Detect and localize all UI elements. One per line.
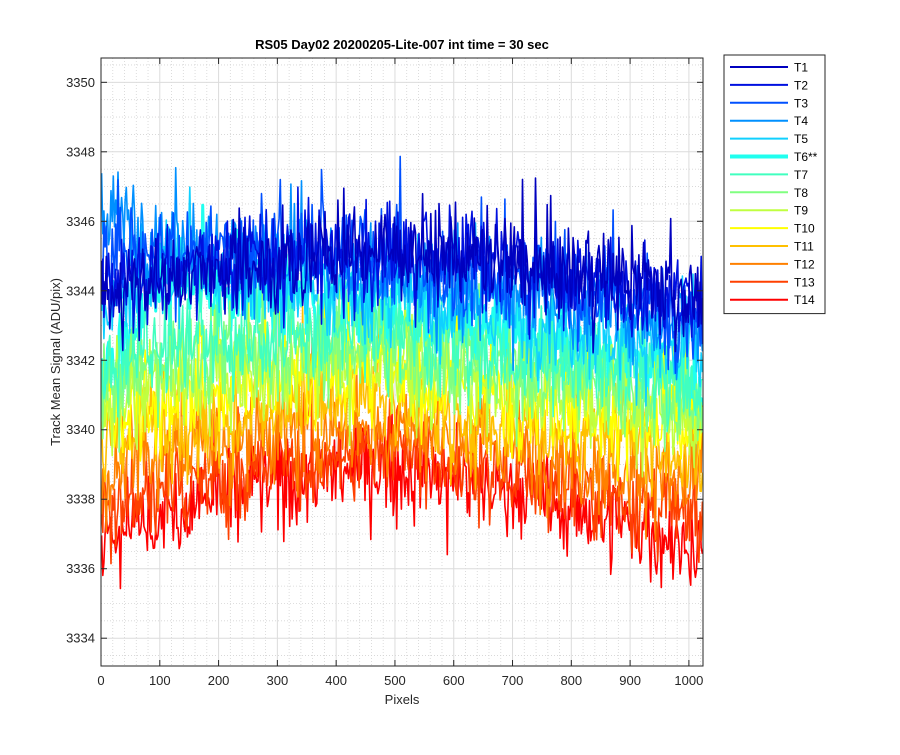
- series-line-T1: [101, 177, 703, 354]
- x-tick-label: 800: [560, 673, 582, 688]
- x-tick-label: 700: [502, 673, 524, 688]
- y-tick-label: 3334: [66, 631, 95, 646]
- legend-label[interactable]: T12: [794, 257, 815, 271]
- legend-label[interactable]: T7: [794, 168, 808, 182]
- x-tick-label: 0: [97, 673, 104, 688]
- series-line-T12: [101, 356, 703, 541]
- series-line-T14: [101, 408, 703, 590]
- x-tick-label: 100: [149, 673, 171, 688]
- legend-label[interactable]: T14: [794, 293, 815, 307]
- y-tick-label: 3342: [66, 353, 95, 368]
- x-tick-label: 200: [208, 673, 230, 688]
- chart-title: RS05 Day02 20200205-Lite-007 int time = …: [255, 37, 549, 52]
- legend-label[interactable]: T8: [794, 186, 808, 200]
- y-tick-label: 3346: [66, 214, 95, 229]
- legend-label[interactable]: T1: [794, 61, 808, 75]
- legend-label[interactable]: T9: [794, 204, 808, 218]
- legend-label[interactable]: T5: [794, 132, 808, 146]
- x-tick-label: 400: [325, 673, 347, 688]
- legend-label[interactable]: T6**: [794, 150, 818, 164]
- axes: 0 100 200 300 400 500 600 700 800 900 1000 3334 3336…: [66, 57, 704, 688]
- legend-label[interactable]: T13: [794, 275, 815, 289]
- series-line-T7: [101, 235, 703, 433]
- legend-label[interactable]: T10: [794, 222, 815, 236]
- y-axis-label: Track Mean Signal (ADU/pix): [48, 278, 63, 446]
- x-tick-label: 900: [619, 673, 641, 688]
- legend-label[interactable]: T3: [794, 96, 808, 110]
- x-tick-label: 1000: [674, 673, 703, 688]
- y-tick-label: 3340: [66, 422, 95, 437]
- x-tick-label: 300: [267, 673, 289, 688]
- y-tick-label: 3344: [66, 283, 95, 298]
- y-tick-label: 3338: [66, 492, 95, 507]
- x-axis-label: Pixels: [385, 692, 420, 707]
- x-tick-label: 600: [443, 673, 465, 688]
- legend-box: [723, 54, 826, 315]
- legend[interactable]: T1 T2 T3 T4 T5 T6** T7 T8 T9 T10 T11 T12 T13 T14: [723, 54, 826, 315]
- series-lines: [101, 155, 703, 590]
- legend-label[interactable]: T4: [794, 114, 808, 128]
- legend-label[interactable]: T2: [794, 78, 808, 92]
- y-tick-label: 3350: [66, 75, 95, 90]
- axes-box: [100, 57, 704, 667]
- x-tick-label: 500: [384, 673, 406, 688]
- y-tick-label: 3348: [66, 144, 95, 159]
- legend-label[interactable]: T11: [794, 240, 814, 254]
- y-tick-label: 3336: [66, 561, 95, 576]
